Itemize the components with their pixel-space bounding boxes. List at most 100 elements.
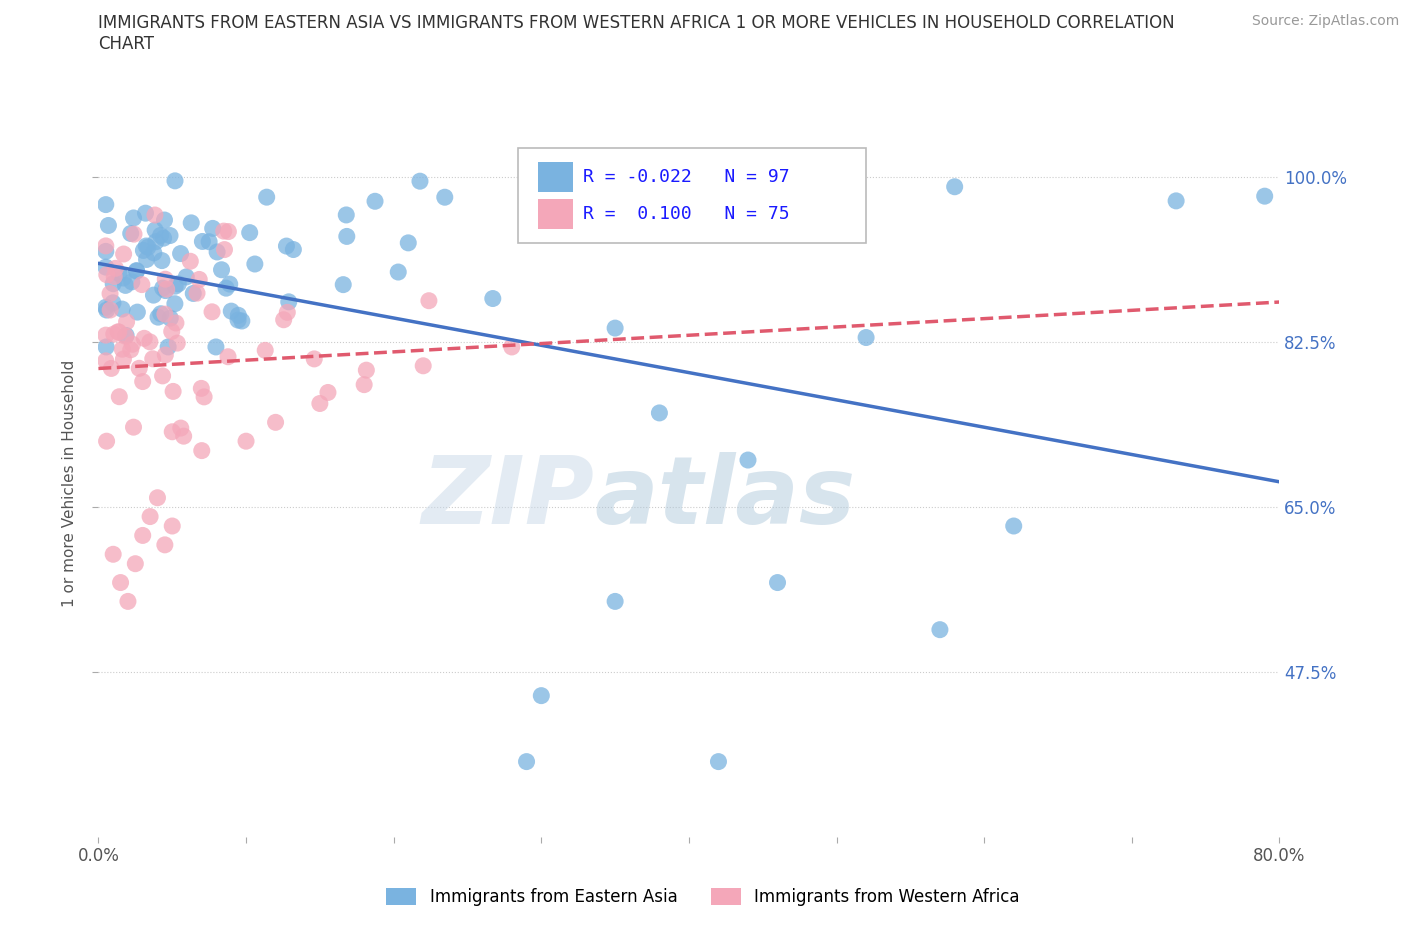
Point (135, 239, 157, 254)
Point (239, 225, 262, 240)
Point (191, 444, 214, 458)
Point (277, 295, 299, 310)
Point (190, 381, 212, 396)
Point (94, 238, 117, 253)
Point (201, 304, 224, 319)
Point (928, 622, 950, 637)
Point (150, 253, 173, 268)
Point (256, 190, 278, 205)
Point (94, 299, 117, 314)
Point (97, 218, 120, 232)
Point (356, 363, 378, 378)
Point (707, 754, 730, 769)
Text: atlas: atlas (595, 452, 856, 544)
Point (304, 352, 326, 366)
Point (96, 267, 118, 282)
Point (96, 433, 118, 448)
Point (217, 350, 239, 365)
Y-axis label: 1 or more Vehicles in Household: 1 or more Vehicles in Household (62, 360, 77, 607)
Point (943, 179, 966, 194)
Point (737, 453, 759, 468)
Point (212, 224, 235, 239)
Point (110, 575, 132, 590)
Point (169, 246, 191, 261)
Point (155, 348, 177, 363)
Point (108, 266, 131, 281)
Point (108, 325, 131, 339)
Point (418, 293, 440, 308)
Text: R = -0.022   N = 97: R = -0.022 N = 97 (582, 167, 789, 186)
Point (1254, 189, 1277, 204)
Point (100, 361, 122, 376)
Point (142, 352, 165, 366)
Point (153, 213, 176, 228)
Point (336, 229, 359, 244)
Point (104, 261, 127, 276)
Point (122, 210, 145, 225)
Point (159, 311, 181, 325)
Point (136, 240, 159, 255)
Point (142, 246, 165, 260)
Bar (537, 199, 574, 229)
Point (112, 246, 135, 261)
Point (332, 277, 354, 292)
Point (127, 305, 149, 320)
Point (103, 326, 125, 341)
Point (254, 343, 277, 358)
Point (276, 239, 298, 254)
Point (173, 429, 195, 444)
Bar (537, 162, 574, 192)
Point (124, 556, 146, 571)
Point (396, 235, 419, 250)
Text: ZIP: ZIP (422, 452, 595, 544)
Point (145, 234, 167, 249)
Point (149, 228, 172, 243)
Point (139, 509, 162, 524)
Point (94, 244, 117, 259)
Point (121, 337, 143, 352)
Point (205, 245, 228, 259)
Point (231, 313, 253, 328)
Point (98, 302, 121, 317)
Point (142, 287, 165, 302)
Point (122, 227, 145, 242)
Point (201, 221, 224, 236)
FancyBboxPatch shape (517, 148, 866, 244)
Point (165, 279, 187, 294)
Point (156, 282, 179, 297)
Point (103, 269, 125, 284)
Point (648, 405, 671, 420)
Point (316, 385, 339, 400)
Point (215, 281, 238, 296)
Point (143, 222, 166, 237)
Point (162, 424, 183, 439)
Point (101, 296, 124, 311)
Point (409, 174, 432, 189)
Point (179, 254, 201, 269)
Point (94, 353, 117, 368)
Point (117, 594, 139, 609)
Point (433, 190, 456, 205)
Point (335, 207, 357, 222)
Point (112, 352, 135, 366)
Point (149, 306, 172, 321)
Point (135, 252, 157, 267)
Point (264, 415, 287, 430)
Point (219, 304, 242, 319)
Point (163, 173, 186, 188)
Point (180, 216, 202, 231)
Point (174, 270, 197, 285)
Point (217, 224, 239, 239)
Point (114, 329, 136, 344)
Point (98, 286, 121, 301)
Point (162, 384, 184, 399)
Point (146, 310, 169, 325)
Point (243, 257, 266, 272)
Point (766, 575, 789, 590)
Point (94, 327, 117, 342)
Point (515, 754, 537, 769)
Point (205, 339, 228, 354)
Point (153, 538, 176, 552)
Point (159, 228, 181, 243)
Point (605, 594, 627, 609)
